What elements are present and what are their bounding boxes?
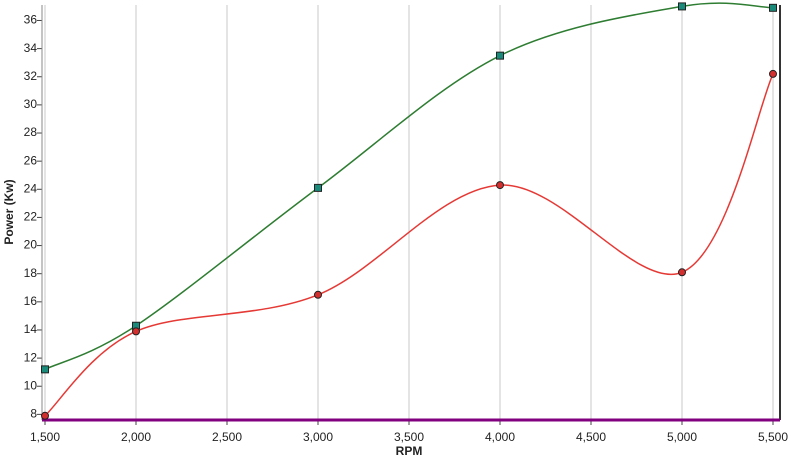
y-axis-title: Power (Kw)	[2, 179, 16, 244]
marker	[496, 181, 504, 190]
x-tick-label: 1,500	[30, 430, 60, 444]
y-tick-label: 16	[24, 294, 38, 308]
y-tick-label: 8	[30, 407, 37, 421]
y-tick-label: 24	[24, 181, 38, 195]
marker	[678, 268, 686, 277]
x-tick-label: 2,500	[212, 430, 242, 444]
y-tick-label: 22	[24, 210, 38, 224]
x-tick-label: 3,500	[394, 430, 424, 444]
y-tick-label: 36	[24, 13, 38, 27]
x-tick-label: 5,500	[758, 430, 788, 444]
y-tick-label: 28	[24, 125, 38, 139]
x-tick-label: 4,000	[485, 430, 515, 444]
marker	[678, 2, 686, 11]
marker	[41, 365, 49, 374]
y-tick-label: 10	[24, 378, 38, 392]
x-tick-label: 5,000	[667, 430, 697, 444]
marker	[132, 327, 140, 336]
x-tick-label: 2,000	[121, 430, 151, 444]
marker	[769, 69, 777, 78]
y-tick-label: 14	[24, 322, 38, 336]
y-tick-label: 12	[24, 350, 38, 364]
y-tick-label: 32	[24, 69, 38, 83]
marker	[496, 51, 504, 60]
y-tick-label: 34	[24, 41, 38, 55]
marker	[41, 411, 49, 420]
marker	[314, 290, 322, 299]
marker	[769, 3, 777, 12]
y-tick-label: 26	[24, 153, 38, 167]
y-tick-label: 18	[24, 266, 38, 280]
y-tick-label: 20	[24, 238, 38, 252]
x-tick-label: 4,500	[576, 430, 606, 444]
x-axis-title: RPM	[396, 444, 423, 458]
y-tick-label: 30	[24, 97, 38, 111]
x-tick-label: 3,000	[303, 430, 333, 444]
marker	[314, 183, 322, 192]
